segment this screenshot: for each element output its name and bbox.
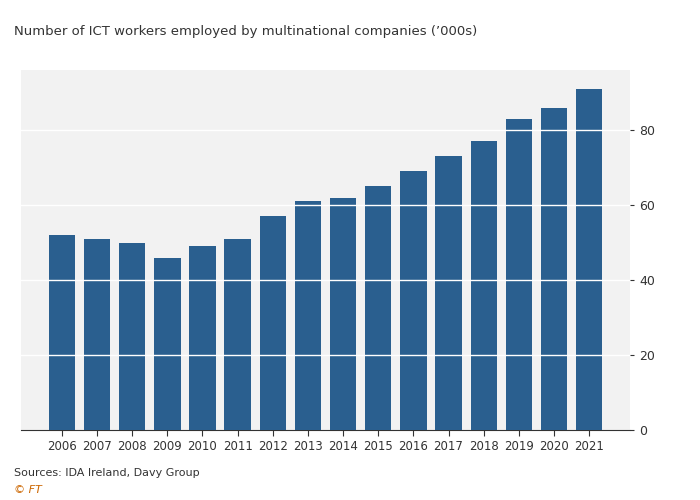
Bar [49, 235, 75, 430]
Bar [400, 171, 426, 430]
Bar [541, 108, 567, 430]
Text: Sources: IDA Ireland, Davy Group: Sources: IDA Ireland, Davy Group [14, 468, 199, 477]
Bar [505, 118, 532, 430]
Bar [470, 141, 497, 430]
Bar [225, 239, 251, 430]
Bar [365, 186, 391, 430]
Bar [260, 216, 286, 430]
Bar [154, 258, 181, 430]
Bar [435, 156, 462, 430]
Bar [189, 246, 216, 430]
Bar [295, 201, 321, 430]
Text: Number of ICT workers employed by multinational companies (’000s): Number of ICT workers employed by multin… [14, 25, 477, 38]
Bar [119, 242, 146, 430]
Bar [576, 89, 602, 430]
Text: © FT: © FT [14, 485, 42, 495]
Bar [84, 239, 110, 430]
Bar [330, 198, 356, 430]
